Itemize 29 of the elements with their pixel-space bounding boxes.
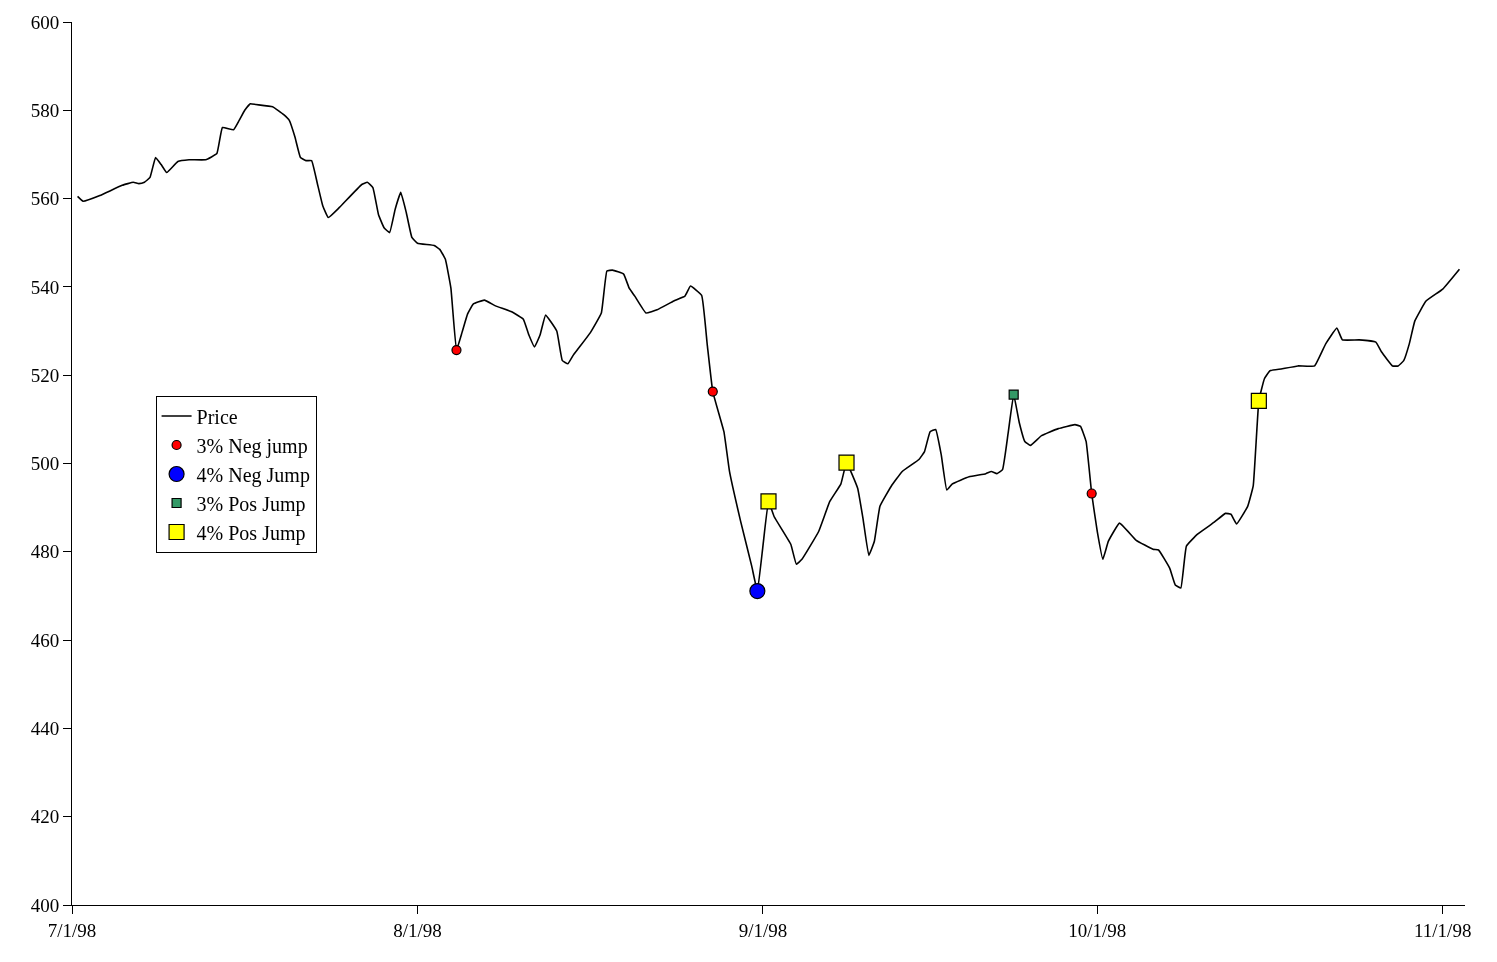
legend-label: 3% Pos Jump — [196, 492, 306, 516]
point — [1250, 392, 1267, 409]
x-tick-label: 10/1/98 — [1068, 919, 1127, 941]
x-tick-label: 7/1/98 — [47, 919, 97, 941]
legend-label: Price — [196, 405, 238, 428]
y-tick-label: 420 — [30, 806, 60, 828]
legend-label: 4% Pos Jump — [196, 521, 306, 545]
x-tick-label: 11/1/98 — [1414, 919, 1472, 941]
y-tick-label: 540 — [30, 276, 60, 298]
x-tick-label: 8/1/98 — [393, 919, 442, 941]
x-tick-label: 9/1/98 — [738, 919, 788, 941]
y-tick-label: 400 — [30, 894, 60, 916]
point — [749, 582, 766, 600]
y-tick-label: 560 — [30, 188, 60, 210]
y-tick-label: 580 — [30, 99, 60, 121]
y-tick-label: 600 — [30, 11, 60, 33]
y-tick-label: 460 — [30, 629, 60, 651]
point — [707, 386, 718, 397]
point — [451, 344, 462, 356]
y-tick-label: 480 — [30, 541, 60, 563]
y-tick-label: 500 — [30, 453, 60, 475]
legend-label: 4% Neg Jump — [196, 463, 310, 487]
point — [760, 493, 777, 510]
point — [1008, 389, 1019, 400]
y-tick-label: 440 — [30, 718, 60, 740]
point — [1086, 488, 1097, 499]
legend-label: 3% Neg jump — [196, 434, 308, 458]
point — [838, 454, 855, 471]
y-tick-label: 520 — [30, 364, 60, 386]
